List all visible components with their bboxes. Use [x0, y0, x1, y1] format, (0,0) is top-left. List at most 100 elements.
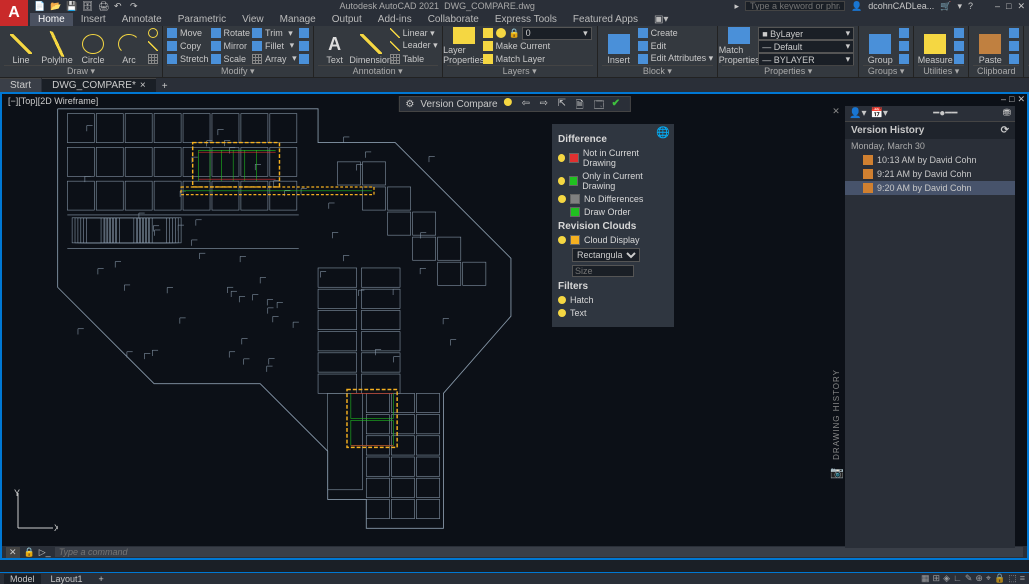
edit-block-button[interactable]: Edit: [638, 40, 714, 52]
tab-express-tools[interactable]: Express Tools: [487, 13, 565, 26]
panel-block-title[interactable]: Block ▾: [602, 65, 714, 77]
tab-layout1[interactable]: Layout1: [45, 574, 89, 584]
tab-annotate[interactable]: Annotate: [114, 13, 170, 26]
grp-3[interactable]: [899, 53, 909, 65]
linetype-combo[interactable]: — Default▾: [758, 40, 854, 53]
status-icon[interactable]: ✎: [965, 573, 973, 584]
panel-properties-title[interactable]: Properties ▾: [722, 65, 854, 77]
text-button[interactable]: AText: [318, 27, 352, 65]
viewport[interactable]: [−][Top][2D Wireframe] ⚙ Version Compare…: [0, 92, 1029, 560]
tab-document[interactable]: DWG_COMPARE*×: [42, 78, 156, 92]
leader-button[interactable]: Leader ▾: [390, 40, 438, 52]
cmd-lock-icon[interactable]: 🔒: [24, 547, 35, 558]
measure-button[interactable]: Measure: [918, 27, 952, 65]
gear-icon[interactable]: ⚙: [405, 99, 414, 110]
tab-featured-apps[interactable]: Featured Apps: [565, 13, 646, 26]
version-item[interactable]: 9:20 AM by David Cohn: [845, 181, 1015, 195]
insert-button[interactable]: Insert: [602, 27, 636, 65]
command-input[interactable]: [55, 547, 1023, 557]
status-icon[interactable]: 🔒: [994, 573, 1005, 584]
panel-modify-title[interactable]: Modify ▾: [167, 65, 309, 77]
panel-groups-title[interactable]: Groups ▾: [863, 65, 909, 77]
tab-add-ins[interactable]: Add-ins: [370, 13, 420, 26]
status-icon[interactable]: ◈: [943, 573, 950, 584]
stretch-button[interactable]: Stretch: [167, 53, 209, 65]
move-button[interactable]: Move: [167, 27, 209, 39]
tab-home[interactable]: Home: [30, 13, 73, 26]
tab-start[interactable]: Start: [0, 78, 41, 92]
strip-camera-icon[interactable]: 📷: [830, 466, 842, 478]
prev-icon[interactable]: ⇦: [522, 98, 534, 110]
vh-calendar-icon[interactable]: 📅▾: [870, 108, 887, 119]
scale-button[interactable]: Scale: [211, 53, 251, 65]
rotate-button[interactable]: Rotate: [211, 27, 251, 39]
paste-button[interactable]: Paste: [973, 27, 1007, 65]
tab-layout-add[interactable]: +: [93, 574, 110, 584]
tab-manage[interactable]: Manage: [272, 13, 324, 26]
linear-button[interactable]: Linear ▾: [390, 27, 438, 39]
settings-icon[interactable]: 🗔: [594, 98, 606, 110]
status-icon[interactable]: ⊞: [933, 573, 941, 584]
group-button[interactable]: Group: [863, 27, 897, 65]
cmd-close-icon[interactable]: ✕: [6, 547, 20, 558]
make-current-button[interactable]: Make Current: [483, 40, 593, 52]
tab-parametric[interactable]: Parametric: [170, 13, 234, 26]
check-icon[interactable]: ✔: [612, 98, 624, 110]
vh-filter-icon[interactable]: ⛃: [1003, 108, 1011, 119]
vh-refresh-icon[interactable]: ⟳: [1001, 125, 1009, 136]
mod-extra-3[interactable]: [299, 53, 309, 65]
maximize-icon[interactable]: □: [1006, 1, 1011, 11]
bulb-icon[interactable]: [504, 98, 516, 110]
clip-3[interactable]: [1009, 53, 1019, 65]
version-item[interactable]: 9:21 AM by David Cohn: [845, 167, 1015, 181]
qat-new-icon[interactable]: 📄: [34, 1, 44, 11]
tab-view[interactable]: View: [234, 13, 272, 26]
cloud-display-row[interactable]: Cloud Display: [558, 235, 668, 245]
ribbon-state-icon[interactable]: ▣▾: [646, 13, 676, 26]
array-button[interactable]: Array ▾: [252, 53, 297, 65]
user-label[interactable]: dcohnCADLea...: [868, 1, 934, 11]
vp-close-icon[interactable]: ✕: [1017, 94, 1025, 105]
color-combo[interactable]: ■ ByLayer▾: [758, 27, 854, 40]
diff-only-in-row[interactable]: Only in Current Drawing: [558, 171, 668, 191]
tab-collaborate[interactable]: Collaborate: [420, 13, 487, 26]
close-icon[interactable]: ✕: [1017, 1, 1025, 12]
qat-undo-icon[interactable]: ↶: [114, 1, 124, 11]
search-input[interactable]: [745, 1, 845, 11]
status-icon[interactable]: ∟: [953, 573, 962, 584]
util-3[interactable]: [954, 53, 964, 65]
qat-plot-icon[interactable]: 🖨: [98, 1, 108, 11]
mirror-button[interactable]: Mirror: [211, 40, 251, 52]
next-icon[interactable]: ⇨: [540, 98, 552, 110]
qat-save-icon[interactable]: 💾: [66, 1, 76, 11]
app-logo[interactable]: A: [0, 0, 28, 26]
help-icon[interactable]: ?: [968, 1, 973, 11]
layer-properties-button[interactable]: Layer Properties: [447, 27, 481, 65]
tab-new[interactable]: +: [157, 81, 173, 92]
diff-order-row[interactable]: Draw Order: [558, 207, 668, 217]
panel-clipboard-title[interactable]: Clipboard: [973, 65, 1019, 77]
draw-extra-3[interactable]: [148, 53, 158, 65]
clip-1[interactable]: [1009, 27, 1019, 39]
panel-layers-title[interactable]: Layers ▾: [447, 65, 593, 77]
trim-button[interactable]: Trim ▾: [252, 27, 297, 39]
status-icon[interactable]: ⌖: [986, 573, 991, 584]
cart-icon[interactable]: 🛒: [940, 1, 951, 12]
util-1[interactable]: [954, 27, 964, 39]
qat-open-icon[interactable]: 📂: [50, 1, 60, 11]
fillet-button[interactable]: Fillet ▾: [252, 40, 297, 52]
import-icon[interactable]: 🗎: [576, 98, 588, 110]
qat-saveas-icon[interactable]: 🗄: [82, 1, 92, 11]
cloud-size-input[interactable]: [572, 265, 634, 277]
arc-button[interactable]: Arc: [112, 27, 146, 65]
tab-model[interactable]: Model: [4, 574, 41, 584]
filter-hatch-row[interactable]: Hatch: [558, 295, 668, 305]
strip-close-icon[interactable]: ✕: [832, 106, 840, 117]
diff-not-in-row[interactable]: Not in Current Drawing: [558, 148, 668, 168]
qat-redo-icon[interactable]: ↷: [130, 1, 140, 11]
diff-nodiff-row[interactable]: No Differences: [558, 194, 668, 204]
filter-text-row[interactable]: Text: [558, 308, 668, 318]
panel-annotation-title[interactable]: Annotation ▾: [318, 65, 438, 77]
copy-button[interactable]: Copy: [167, 40, 209, 52]
util-2[interactable]: [954, 40, 964, 52]
